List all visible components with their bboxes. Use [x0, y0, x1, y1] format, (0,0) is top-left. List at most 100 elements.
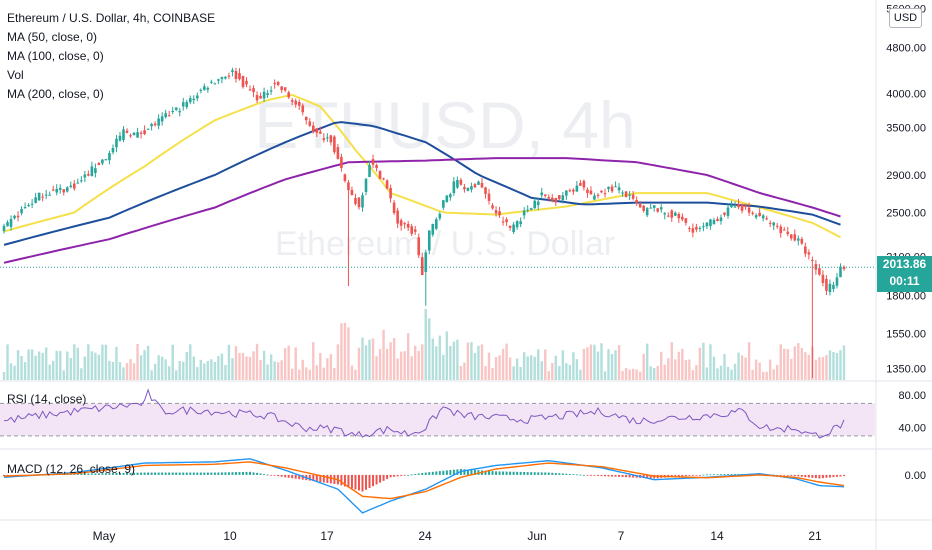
- macd-histogram-bar: [604, 474, 607, 477]
- legend-ma200[interactable]: MA (200, close, 0): [7, 87, 104, 101]
- candle-body: [593, 195, 596, 200]
- volume-bar: [132, 363, 136, 380]
- volume-bar: [364, 345, 368, 380]
- volume-bar: [487, 352, 491, 380]
- macd-histogram-bar: [220, 472, 223, 475]
- candle-body: [9, 218, 13, 227]
- candle-body: [220, 77, 224, 80]
- candle-body: [586, 189, 589, 193]
- macd-histogram-bar: [273, 474, 276, 476]
- macd-histogram-bar: [361, 474, 364, 492]
- macd-histogram-bar: [835, 474, 838, 477]
- candle-body: [252, 88, 255, 93]
- candle-body: [399, 220, 403, 226]
- volume-bar: [688, 359, 691, 380]
- volume-bar: [807, 354, 811, 380]
- candle-body: [420, 257, 424, 276]
- volume-bar: [94, 352, 97, 380]
- candle-body: [354, 197, 357, 204]
- volume-bar: [438, 335, 442, 380]
- candle-body: [772, 222, 776, 226]
- volume-bar: [484, 366, 487, 380]
- macd-histogram-bar: [122, 472, 125, 475]
- candle-body: [789, 234, 793, 239]
- volume-bar: [410, 356, 413, 380]
- time-tick-label: 21: [808, 529, 822, 543]
- volume-bar: [783, 348, 786, 380]
- macd-histogram-bar: [382, 474, 385, 481]
- candle-body: [477, 181, 480, 185]
- volume-bar: [83, 356, 87, 380]
- candle-body: [635, 200, 638, 204]
- chart-title[interactable]: Ethereum / U.S. Dollar, 4h, COINBASE: [7, 11, 216, 25]
- volume-bar: [628, 369, 631, 380]
- macd-histogram-bar: [804, 474, 807, 478]
- macd-histogram-bar: [491, 471, 494, 475]
- macd-histogram-bar: [797, 474, 800, 477]
- macd-histogram-bar: [537, 472, 540, 475]
- candle-body: [456, 179, 459, 188]
- candle-body: [631, 194, 635, 199]
- candle-body: [333, 136, 336, 153]
- macd-histogram-bar: [737, 474, 740, 475]
- candle-body: [698, 227, 702, 229]
- volume-bar: [667, 358, 670, 380]
- volume-bar: [814, 359, 818, 380]
- candle-body: [515, 221, 519, 228]
- macd-histogram-bar: [284, 474, 287, 478]
- candle-body: [80, 180, 83, 182]
- volume-bar: [790, 358, 793, 380]
- volume-bar: [779, 344, 782, 380]
- candle-body: [361, 195, 364, 208]
- macd-histogram-bar: [646, 474, 649, 479]
- candle-body: [231, 70, 234, 72]
- candle-body: [744, 205, 747, 208]
- candle-body: [146, 128, 150, 130]
- macd-histogram-bar: [407, 474, 410, 476]
- volume-bar: [37, 351, 41, 380]
- candle-body: [171, 111, 175, 113]
- currency-badge[interactable]: USD: [889, 8, 922, 28]
- candle-body: [565, 190, 568, 196]
- volume-bar: [607, 349, 610, 380]
- candle-body: [663, 213, 667, 215]
- legend-ma100[interactable]: MA (100, close, 0): [7, 49, 104, 63]
- candle-body: [94, 168, 97, 174]
- macd-histogram-bar: [698, 474, 701, 476]
- macd-histogram-bar: [147, 472, 150, 475]
- candle-body: [308, 121, 312, 126]
- macd-histogram-bar: [199, 472, 202, 475]
- macd-histogram-bar: [375, 474, 378, 485]
- volume-bar: [76, 347, 80, 380]
- volume-bar: [122, 367, 125, 380]
- macd-histogram-bar: [821, 474, 824, 479]
- candle-body: [150, 124, 153, 127]
- candle-body: [628, 194, 631, 196]
- volume-bar: [435, 346, 438, 380]
- candle-body: [684, 218, 688, 223]
- volume-bar: [234, 346, 238, 380]
- volume-bar: [206, 361, 210, 380]
- candle-body: [203, 86, 206, 90]
- candle-body: [719, 217, 723, 222]
- volume-bar: [146, 345, 150, 380]
- last-price-value: 2013.86: [882, 257, 927, 271]
- volume-bar: [34, 355, 37, 380]
- macd-histogram-bar: [133, 472, 136, 475]
- macd-histogram-bar: [150, 472, 153, 475]
- candle-body: [695, 226, 698, 230]
- candle-body: [610, 186, 614, 192]
- volume-bar: [66, 351, 69, 380]
- macd-histogram-bar: [161, 472, 164, 475]
- macd-histogram-bar: [452, 469, 455, 475]
- macd-histogram-bar: [143, 472, 146, 475]
- legend-ma50[interactable]: MA (50, close, 0): [7, 30, 98, 44]
- macd-histogram-bar: [126, 472, 129, 475]
- macd-histogram-bar: [171, 472, 174, 475]
- volume-bar: [255, 343, 259, 380]
- macd-label[interactable]: MACD (12, 26, close, 9): [7, 462, 136, 476]
- legend-vol[interactable]: Vol: [7, 68, 24, 82]
- rsi-label[interactable]: RSI (14, close): [7, 392, 87, 406]
- macd-histogram-bar: [249, 471, 252, 475]
